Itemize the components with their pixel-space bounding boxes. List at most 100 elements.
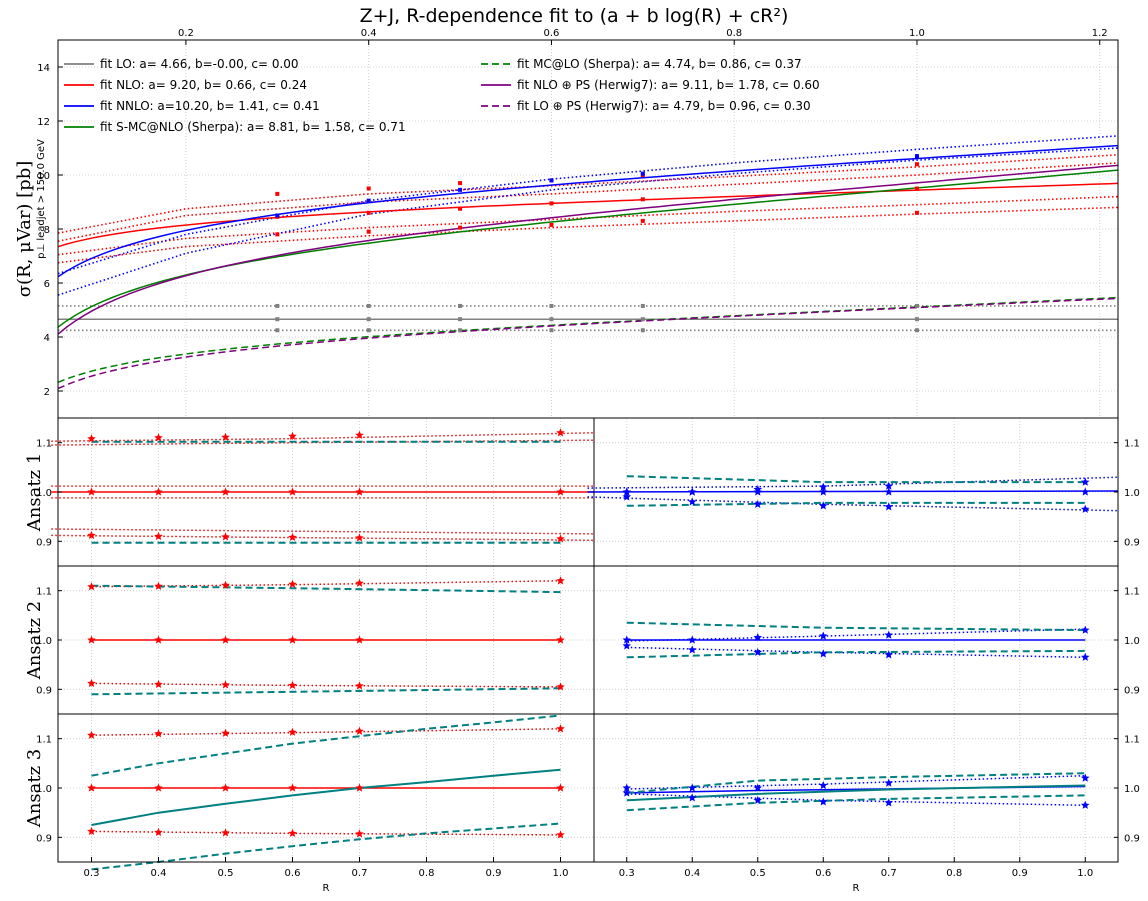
ratio-star-marker [687, 793, 697, 802]
ratio-star-marker [87, 678, 96, 688]
ratio-star-marker [687, 487, 697, 496]
ratio-star-marker [818, 487, 828, 496]
nnlo-data-marker [275, 213, 280, 218]
ratio-star-marker [154, 531, 163, 541]
ratio-y-tick-label-left: 0.9 [36, 685, 52, 696]
ratio-subplot-left [57, 565, 595, 715]
lo-data-marker [366, 303, 371, 308]
ratio-star-marker [884, 481, 894, 490]
ratio-star-marker [1080, 800, 1090, 809]
fit-curve-fit-nnlo [57, 144, 1119, 278]
legend: fit LO: a= 4.66, b=-0.00, c= 0.00 fit NLO… [64, 57, 820, 134]
nlo-data-marker [914, 186, 919, 191]
bottom-x-tick-label: 0.7 [352, 868, 368, 879]
ratio-star-marker [556, 830, 565, 839]
bottom-x-tick-label: 0.5 [218, 868, 234, 879]
ratio-line-solid [587, 490, 1119, 493]
nlo-data-marker [458, 225, 463, 230]
y-tick-label: 4 [44, 333, 50, 344]
y-tick-label: 8 [44, 225, 50, 236]
lo-data-marker [366, 317, 371, 322]
top-tick-label: 0.8 [726, 28, 742, 39]
ratio-star-marker [556, 635, 565, 644]
ratio-subplot-right [593, 565, 1119, 715]
ratio-star-marker [753, 633, 763, 642]
ratio-star-marker [818, 781, 828, 790]
ratio-star-marker [154, 581, 163, 590]
nlo-data-marker [366, 229, 371, 234]
nlo-data-marker [549, 222, 554, 227]
ratio-star-marker [556, 783, 565, 792]
lo-data-marker [549, 317, 554, 322]
top-tick-label: 1.2 [1092, 28, 1108, 39]
ratio-star-marker [884, 798, 894, 807]
ratio-y-tick-label-left: 1.1 [36, 735, 52, 746]
ratio-star-marker [1080, 773, 1090, 782]
ratio-y-tick-label-left: 1.0 [36, 488, 52, 499]
ratio-star-marker [221, 828, 230, 837]
main-y-axis-label: σ(R, μVar) [pb] [14, 161, 35, 298]
ratio-subplot-right [587, 417, 1119, 567]
ratio-y-tick-label-left: 1.1 [36, 587, 52, 598]
ratio-panel-3: 0.9 0.9 1.0 1.0 1.1 1.1 Ansatz 3 [24, 713, 1140, 871]
y-tick-label: 2 [44, 387, 50, 398]
ratio-star-marker [221, 432, 230, 441]
ratio-star-marker [687, 783, 697, 792]
ratio-y-tick-label-right: 1.1 [1124, 439, 1140, 450]
lo-data-marker [275, 317, 280, 322]
ratio-y-tick-label-right: 0.9 [1124, 685, 1140, 696]
bottom-x-axis-label: R [323, 883, 330, 894]
ratio-line-dotted [587, 476, 1119, 489]
ratio-star-marker [753, 647, 763, 656]
ratio-star-marker [753, 499, 763, 508]
lo-data-marker [458, 303, 463, 308]
y-tick-label: 10 [37, 171, 50, 182]
ratio-star-marker [288, 783, 297, 792]
ratio-star-marker [818, 501, 828, 510]
ratio-subplot-left [51, 417, 595, 567]
ratio-line-dotted [51, 432, 595, 442]
ratio-star-marker [884, 630, 894, 639]
uncertainty-band-line [57, 147, 1119, 296]
ratio-subplot-right [593, 713, 1119, 863]
ratio-star-marker [288, 635, 297, 644]
lo-data-marker [914, 303, 919, 308]
ratio-y-tick-label-right: 0.9 [1124, 833, 1140, 844]
nnlo-data-marker [914, 154, 919, 159]
bottom-x-tick-label: 0.3 [619, 868, 635, 879]
ratio-star-marker [556, 428, 565, 437]
nlo-data-marker [275, 191, 280, 196]
ratio-star-marker [818, 631, 828, 640]
ratio-y-tick-label-right: 0.9 [1124, 537, 1140, 548]
ratio-y-tick-label-left: 1.0 [36, 636, 52, 647]
ratio-star-marker [884, 487, 894, 496]
ratio-y-tick-label-right: 1.0 [1124, 636, 1140, 647]
uncertainty-band-line [57, 206, 1119, 264]
bottom-x-tick-label: 1.0 [1077, 868, 1093, 879]
nlo-data-marker [458, 206, 463, 211]
ratio-star-marker [1080, 487, 1090, 496]
lo-data-marker [640, 328, 645, 333]
uncertainty-band-line [57, 162, 1119, 242]
y-tick-label: 6 [44, 279, 50, 290]
ratio-star-marker [556, 487, 565, 496]
ratio-star-marker [288, 828, 297, 838]
ratio-star-marker [355, 487, 364, 496]
top-tick-label: 0.4 [361, 28, 377, 39]
ratio-star-marker [154, 487, 163, 496]
ratio-line-dotted [51, 534, 595, 542]
ratio-star-marker [87, 826, 96, 836]
ratio-star-marker [556, 682, 565, 691]
ratio-star-marker [753, 783, 763, 792]
bottom-x-tick-label: 0.5 [750, 868, 766, 879]
ratio-star-marker [687, 635, 697, 644]
ratio-star-marker [355, 578, 364, 587]
ratio-star-marker [87, 783, 96, 792]
bottom-x-tick-label: 0.9 [486, 868, 502, 879]
fit-curve-fit-nlo-ps-herwig7- [57, 164, 1119, 335]
ratio-star-marker [884, 650, 894, 659]
ratio-star-marker [221, 532, 230, 541]
ratio-line-dotted [91, 830, 561, 836]
bottom-x-axis-label: R [853, 883, 860, 894]
